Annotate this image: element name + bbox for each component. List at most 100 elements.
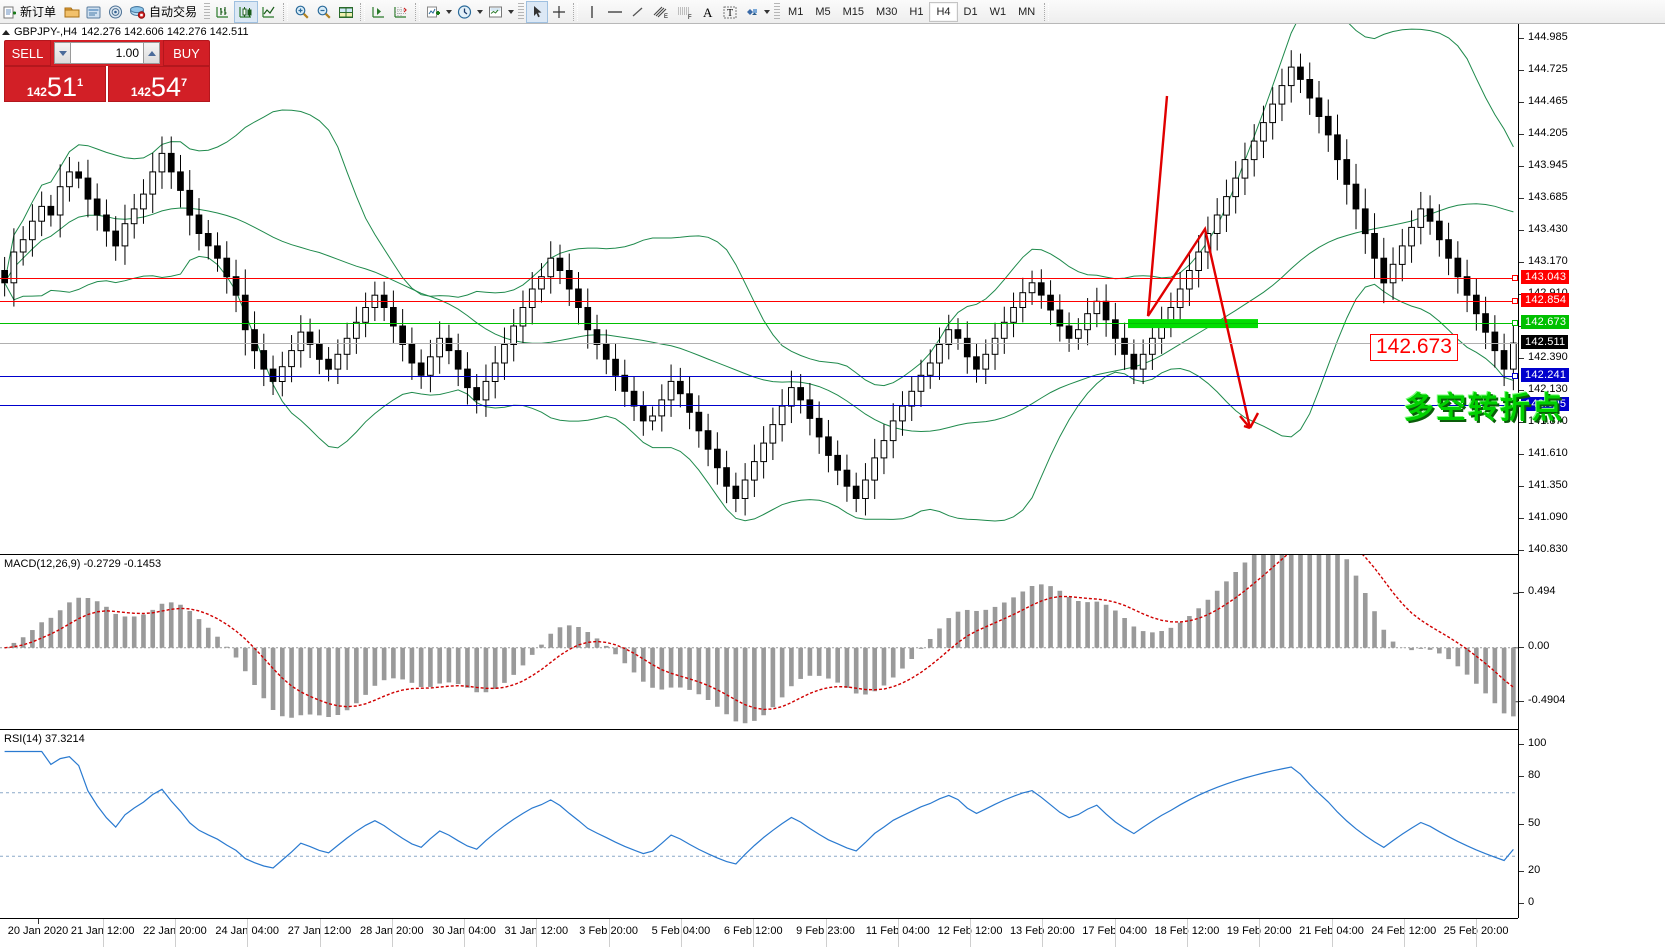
toolbar-grip-2[interactable] [518, 2, 525, 21]
vertical-line-icon [591, 5, 593, 18]
candle-bullish [917, 374, 925, 392]
tile-windows-icon [339, 6, 354, 18]
price-level-label[interactable]: 143.043 [1521, 269, 1570, 284]
sell-price-display[interactable]: 142 51 1 [4, 66, 106, 102]
candle-bearish [1047, 294, 1054, 311]
candle-bullish [538, 276, 545, 290]
buy-button[interactable]: BUY [163, 40, 210, 66]
volume-input[interactable]: 1.00 [71, 42, 143, 64]
timeframe-clock-button[interactable] [454, 1, 485, 23]
support-line[interactable] [0, 376, 1518, 378]
resistance-line-handle[interactable] [1512, 274, 1518, 281]
rsi-tick-mark [1519, 823, 1524, 825]
zoom-in-button[interactable] [291, 1, 313, 23]
network-button[interactable] [105, 1, 127, 23]
one-click-trading-panel[interactable]: SELL 1.00 BUY 142 51 1 142 54 7 [4, 40, 210, 102]
candle-bullish [1139, 353, 1147, 370]
price-level-label[interactable]: 142.673 [1521, 315, 1570, 330]
volume-stepper[interactable]: 1.00 [51, 40, 163, 66]
text-box-button[interactable]: T [719, 1, 741, 23]
indicators-button[interactable] [423, 1, 454, 23]
zoom-out-button[interactable] [313, 1, 335, 23]
resistance-line[interactable] [0, 277, 1518, 279]
line-chart-button[interactable] [258, 1, 280, 23]
pivot-line-handle[interactable] [1512, 320, 1518, 327]
turning-point-annotation[interactable]: 多空转折点 [1404, 391, 1564, 426]
chart-window[interactable]: MACD(12,26,9) -0.2729 -0.1453 RSI(14) 37… [0, 24, 1665, 947]
horizontal-line-button[interactable] [603, 1, 627, 23]
price-tick-label: 143.685 [1528, 191, 1568, 204]
data-window-button[interactable] [83, 1, 105, 23]
cursor-tool-button[interactable] [526, 0, 549, 23]
resistance-line[interactable] [0, 300, 1518, 302]
timeframe-m5[interactable]: M5 [815, 5, 831, 18]
chevron-down-icon-4[interactable] [764, 9, 771, 14]
collapse-arrow-icon[interactable] [2, 29, 10, 35]
toolbar-grip-3[interactable] [774, 2, 781, 21]
grid-button[interactable] [390, 1, 412, 23]
timeframe-d1[interactable]: D1 [963, 5, 978, 18]
period-separator-button[interactable] [368, 1, 390, 23]
vertical-line-button[interactable] [581, 1, 603, 23]
price-pane[interactable] [0, 24, 1518, 554]
price-tick-mark [1519, 38, 1524, 40]
equidistant-channel-button[interactable]: E [649, 1, 673, 23]
symbol-name: GBPJPY-,H4 [14, 26, 78, 38]
rsi-label: RSI(14) 37.3214 [4, 733, 85, 745]
chevron-down-icon-3[interactable] [508, 9, 515, 14]
support-line[interactable] [0, 405, 1518, 407]
timeframe-w1[interactable]: W1 [989, 5, 1007, 18]
candle-bullish [1287, 66, 1295, 87]
candle-bullish [519, 307, 527, 327]
folder-button[interactable] [61, 1, 83, 23]
trendline-button[interactable] [627, 1, 649, 23]
timeframe-mn[interactable]: MN [1018, 5, 1036, 18]
time-grid-line [680, 919, 682, 947]
candle-bearish [1352, 183, 1360, 210]
volume-increment-button[interactable] [143, 42, 160, 64]
price-callout-annotation[interactable]: 142.673 [1370, 334, 1458, 361]
volume-decrement-button[interactable] [54, 42, 71, 64]
fibonacci-button[interactable]: F [673, 1, 697, 23]
price-level-label[interactable]: 142.241 [1521, 368, 1570, 383]
price-level-label[interactable]: 142.511 [1521, 335, 1569, 350]
candle-bullish [1176, 288, 1184, 308]
candle-bullish [769, 424, 777, 444]
rsi-pane-canvas[interactable] [0, 730, 1518, 918]
toolbar-grip[interactable] [204, 2, 211, 21]
macd-pane[interactable]: MACD(12,26,9) -0.2729 -0.1453 [0, 554, 1518, 729]
templates-button[interactable] [485, 1, 516, 23]
timeframe-m1[interactable]: M1 [788, 5, 804, 18]
bar-chart-button[interactable] [212, 1, 234, 23]
buy-price-display[interactable]: 142 54 7 [108, 66, 210, 102]
autotrading-button[interactable]: 自动交易 [127, 1, 202, 23]
timeframe-h4[interactable]: H4 [929, 1, 958, 22]
new-order-button[interactable]: 新订单 [0, 1, 61, 23]
price-tick-label: 143.945 [1528, 159, 1568, 172]
chevron-down-icon-2[interactable] [477, 9, 484, 14]
sell-button[interactable]: SELL [4, 40, 51, 66]
crosshair-tool-button[interactable] [548, 1, 570, 23]
candle-bullish [38, 205, 45, 222]
resistance-line-handle[interactable] [1512, 297, 1518, 304]
cursor-icon [534, 5, 542, 17]
candle-bullish [436, 337, 443, 358]
timeframe-h1[interactable]: H1 [909, 5, 924, 18]
pivot-line[interactable] [0, 323, 1518, 325]
support-line-handle[interactable] [1512, 373, 1518, 380]
candle-bearish [1380, 257, 1388, 284]
shapes-button[interactable] [741, 1, 772, 23]
timeframe-m15[interactable]: M15 [842, 5, 864, 18]
time-grid-line [1476, 919, 1478, 947]
timeframe-m30[interactable]: M30 [876, 5, 898, 18]
rsi-pane[interactable]: RSI(14) 37.3214 [0, 729, 1518, 918]
price-level-label[interactable]: 142.854 [1521, 292, 1570, 307]
price-pane-canvas[interactable] [0, 24, 1518, 554]
support-line-handle[interactable] [1512, 402, 1518, 409]
chevron-down-icon[interactable] [446, 9, 453, 14]
macd-pane-canvas[interactable] [0, 555, 1518, 729]
candlestick-chart-button[interactable] [234, 0, 259, 23]
tile-windows-button[interactable] [335, 1, 357, 23]
macd-tick-label: -0.4904 [1528, 693, 1566, 706]
text-label-button[interactable]: A [697, 1, 719, 23]
